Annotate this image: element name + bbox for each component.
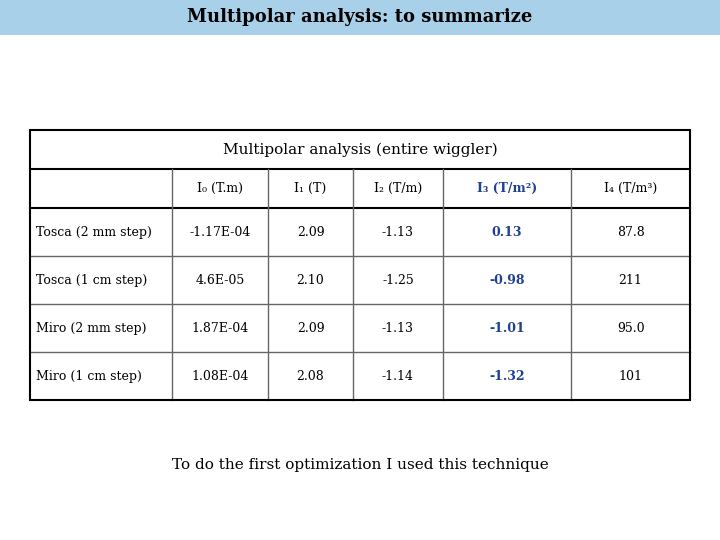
Text: -1.13: -1.13: [382, 226, 414, 239]
Text: I₁ (T): I₁ (T): [294, 182, 327, 195]
Text: 4.6E-05: 4.6E-05: [195, 274, 244, 287]
Text: Tosca (2 mm step): Tosca (2 mm step): [36, 226, 152, 239]
Text: 1.87E-04: 1.87E-04: [191, 322, 248, 335]
Text: 211: 211: [618, 274, 642, 287]
Text: 2.08: 2.08: [297, 370, 325, 383]
Text: -0.98: -0.98: [489, 274, 525, 287]
Text: 0.13: 0.13: [492, 226, 522, 239]
Text: 101: 101: [618, 370, 643, 383]
Text: 2.10: 2.10: [297, 274, 325, 287]
Text: Multipolar analysis: to summarize: Multipolar analysis: to summarize: [187, 9, 533, 26]
Text: To do the first optimization I used this technique: To do the first optimization I used this…: [171, 458, 549, 472]
Text: 1.08E-04: 1.08E-04: [191, 370, 248, 383]
Text: 2.09: 2.09: [297, 226, 324, 239]
Text: I₄ (T/m³): I₄ (T/m³): [604, 182, 657, 195]
Text: -1.17E-04: -1.17E-04: [189, 226, 251, 239]
Text: Miro (1 cm step): Miro (1 cm step): [36, 370, 142, 383]
Text: Multipolar analysis (entire wiggler): Multipolar analysis (entire wiggler): [222, 143, 498, 157]
Text: -1.14: -1.14: [382, 370, 414, 383]
Text: I₂ (T/m): I₂ (T/m): [374, 182, 422, 195]
Text: Miro (2 mm step): Miro (2 mm step): [36, 322, 146, 335]
Text: 2.09: 2.09: [297, 322, 324, 335]
Text: -1.01: -1.01: [489, 322, 525, 335]
Text: -1.13: -1.13: [382, 322, 414, 335]
Text: I₃ (T/m²): I₃ (T/m²): [477, 182, 537, 195]
Text: 87.8: 87.8: [617, 226, 644, 239]
Text: 95.0: 95.0: [617, 322, 644, 335]
Text: Tosca (1 cm step): Tosca (1 cm step): [36, 274, 148, 287]
Text: -1.25: -1.25: [382, 274, 414, 287]
Text: I₀ (T.m): I₀ (T.m): [197, 182, 243, 195]
Text: -1.32: -1.32: [489, 370, 525, 383]
